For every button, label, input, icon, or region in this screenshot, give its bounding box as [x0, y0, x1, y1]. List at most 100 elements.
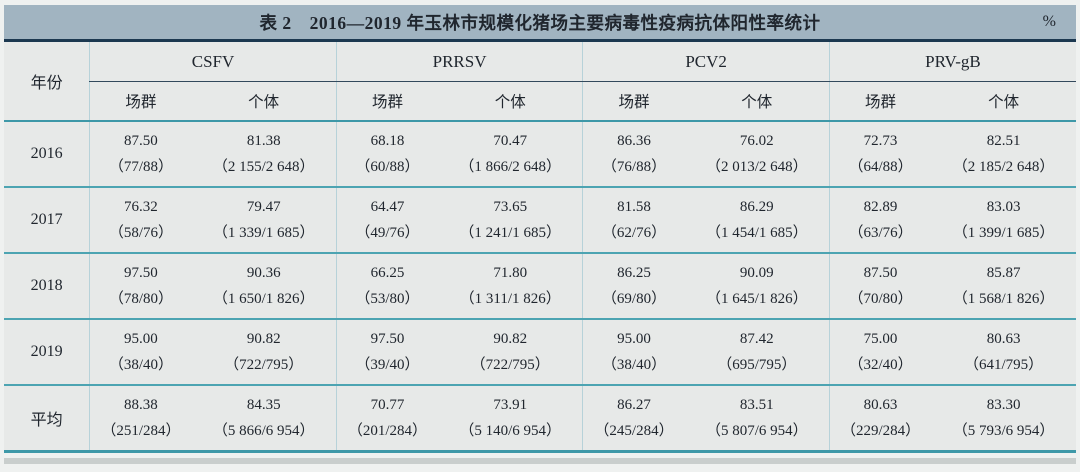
data-cell: 87.42 （695/795）	[684, 318, 830, 385]
cell-positive-rate: 82.51	[986, 132, 1021, 149]
cell-positive-rate: 66.25	[370, 264, 405, 281]
data-cell: 95.00 （38/40）	[89, 318, 192, 385]
cell-count-fraction: （1 454/1 685）	[705, 224, 808, 241]
cell-positive-rate: 71.80	[493, 264, 528, 281]
subcol-header-farm: 场群	[89, 81, 192, 122]
cell-positive-rate: 81.38	[246, 132, 281, 149]
table-body: 2016 87.50 （77/88） 81.38 （2 155/2 648） 68.18 （…	[4, 121, 1076, 452]
cell-count-fraction: （76/88）	[601, 158, 667, 175]
cell-count-fraction: （64/88）	[848, 158, 913, 175]
cell-positive-rate: 86.29	[739, 198, 774, 215]
data-cell: 73.65 （1 241/1 685）	[438, 186, 583, 253]
cell-positive-rate: 70.47	[493, 132, 528, 149]
cell-count-fraction: （5 793/6 954）	[952, 422, 1055, 439]
data-cell: 75.00 （32/40）	[828, 318, 932, 385]
group-header-pcv2: PCV2	[582, 42, 830, 82]
data-cell: 86.25 （69/80）	[582, 252, 685, 319]
cell-count-fraction: （53/80）	[355, 290, 420, 307]
cell-positive-rate: 97.50	[370, 330, 405, 347]
cell-count-fraction: （70/80）	[848, 290, 913, 307]
row-year-label: 2016	[30, 145, 63, 162]
cell-count-fraction: （69/80）	[601, 290, 667, 307]
cell-count-fraction: （245/284）	[594, 422, 674, 439]
data-cell: 76.32 （58/76）	[89, 186, 192, 253]
cell-positive-rate: 85.87	[986, 264, 1021, 281]
cell-positive-rate: 83.30	[986, 396, 1021, 413]
cell-positive-rate: 87.42	[739, 330, 774, 347]
data-cell: 97.50 （39/40）	[335, 318, 439, 385]
cell-positive-rate: 90.09	[739, 264, 774, 281]
data-cell: 85.87 （1 568/1 826）	[931, 252, 1076, 319]
data-cell: 90.82 （722/795）	[191, 318, 337, 385]
paper-table: 表 2 2016—2019 年玉林市规模化猪场主要病毒性疫病抗体阳性率统计 % …	[4, 0, 1076, 464]
cell-positive-rate: 68.18	[370, 132, 405, 149]
cell-count-fraction: （2 155/2 648）	[212, 158, 315, 175]
cell-positive-rate: 86.27	[617, 396, 651, 413]
table-title-bar: 表 2 2016—2019 年玉林市规模化猪场主要病毒性疫病抗体阳性率统计 %	[4, 5, 1076, 42]
cell-positive-rate: 70.77	[370, 396, 405, 413]
cell-positive-rate: 80.63	[863, 396, 898, 413]
data-cell: 97.50 （78/80）	[89, 252, 192, 319]
data-cell: 66.25 （53/80）	[335, 252, 439, 319]
cell-positive-rate: 82.89	[863, 198, 898, 215]
data-cell: 64.47 （49/76）	[335, 186, 439, 253]
data-cell: 88.38 （251/284）	[89, 384, 192, 452]
cell-positive-rate: 90.36	[246, 264, 281, 281]
data-cell: 84.35 （5 866/6 954）	[191, 384, 337, 452]
cell-count-fraction: （1 645/1 826）	[705, 290, 808, 307]
data-cell: 82.89 （63/76）	[828, 186, 932, 253]
data-cell: 83.51 （5 807/6 954）	[684, 384, 830, 452]
group-header-prv-gb: PRV-gB	[828, 42, 1076, 82]
data-cell: 83.30 （5 793/6 954）	[931, 384, 1076, 452]
cell-count-fraction: （5 866/6 954）	[212, 422, 315, 439]
cell-count-fraction: （38/40）	[108, 356, 173, 373]
subcol-header-individual: 个体	[931, 81, 1076, 122]
cell-positive-rate: 90.82	[246, 330, 281, 347]
data-cell: 71.80 （1 311/1 826）	[438, 252, 583, 319]
cell-count-fraction: （32/40）	[848, 356, 913, 373]
data-cell: 87.50 （70/80）	[828, 252, 932, 319]
subcol-header-individual: 个体	[684, 81, 830, 122]
unit-label: %	[1042, 13, 1056, 30]
cell-count-fraction: （58/76）	[108, 224, 173, 241]
subcol-header-farm: 场群	[582, 81, 685, 122]
cell-count-fraction: （49/76）	[355, 224, 420, 241]
cell-count-fraction: （60/88）	[355, 158, 420, 175]
row-year-label: 2019	[4, 318, 90, 385]
data-table: 年份 CSFV PRRSV PCV2 PRV-gB 场群 个体 场群 个体 场群…	[4, 42, 1076, 453]
cell-count-fraction: （229/284）	[840, 422, 921, 439]
cell-positive-rate: 88.38	[124, 396, 158, 413]
cell-positive-rate: 87.50	[863, 264, 898, 281]
cell-positive-rate: 75.00	[863, 330, 898, 347]
table-row: 2017 76.32 （58/76） 79.47 （1 339/1 685） 64.47 （…	[4, 186, 1076, 253]
cell-count-fraction: （38/40）	[601, 356, 667, 373]
year-column-header: 年份	[4, 42, 90, 122]
data-cell: 70.47 （1 866/2 648）	[438, 121, 583, 187]
table-row: 2016 87.50 （77/88） 81.38 （2 155/2 648） 68.18 （…	[4, 121, 1076, 187]
cell-count-fraction: （5 807/6 954）	[705, 422, 808, 439]
cell-positive-rate: 90.82	[493, 330, 528, 347]
data-cell: 95.00 （38/40）	[582, 318, 685, 385]
cell-count-fraction: （77/88）	[108, 158, 173, 175]
subcol-header-individual: 个体	[438, 81, 583, 122]
cell-positive-rate: 95.00	[124, 330, 158, 347]
cell-positive-rate: 76.32	[124, 198, 158, 215]
data-cell: 86.27 （245/284）	[582, 384, 685, 452]
cell-count-fraction: （62/76）	[601, 224, 667, 241]
header-row-subcolumns: 场群 个体 场群 个体 场群 个体 场群 个体	[4, 81, 1076, 122]
data-cell: 76.02 （2 013/2 648）	[685, 121, 830, 187]
row-year-label: 2018	[4, 252, 90, 319]
data-cell: 90.09 （1 645/1 826）	[684, 252, 830, 319]
data-cell: 73.91 （5 140/6 954）	[438, 384, 583, 452]
cell-positive-rate: 97.50	[124, 264, 158, 281]
cell-positive-rate: 83.03	[986, 198, 1021, 215]
data-cell: 81.38 （2 155/2 648）	[192, 121, 337, 187]
data-cell: 81.58 （62/76）	[582, 186, 685, 253]
table-row: 2019 95.00 （38/40） 90.82 （722/795） 97.50 （39/4…	[4, 318, 1076, 385]
data-cell: 80.63 （229/284）	[828, 384, 932, 452]
cell-count-fraction: （201/284）	[347, 422, 428, 439]
data-cell: 82.51 （2 185/2 648）	[931, 121, 1076, 187]
cell-positive-rate: 79.47	[246, 198, 281, 215]
table-row: 2018 97.50 （78/80） 90.36 （1 650/1 826） 66.25 （…	[4, 252, 1076, 319]
data-cell: 70.77 （201/284）	[335, 384, 439, 452]
